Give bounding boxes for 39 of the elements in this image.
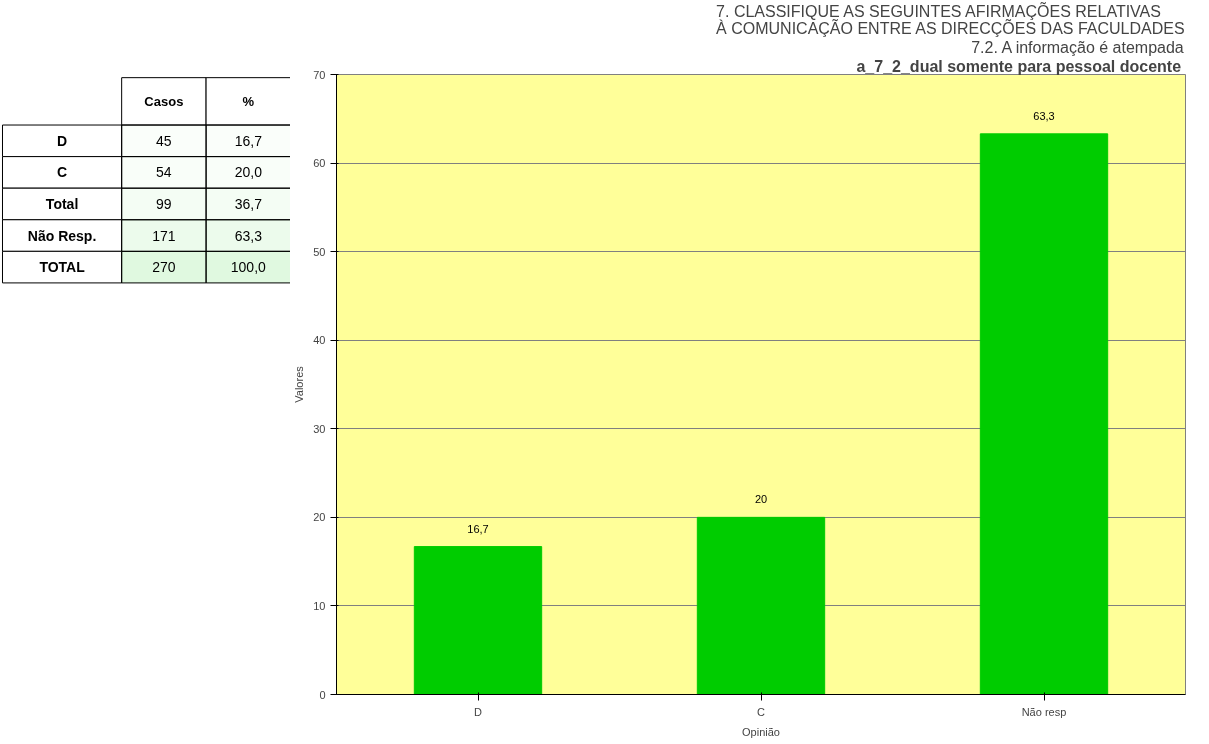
- y-tick-label: 10: [313, 599, 326, 612]
- chart-title: 7. CLASSIFIQUE AS SEGUINTES AFIRMAÇÕES RELATIVAS À COMUNICAÇÃO ENTRE AS DIRECÇÕES DAS FACULDADES: [716, 0, 1185, 37]
- data-label: 54: [156, 164, 172, 181]
- text: a_7_2_dual somente para pessoal docente: [856, 57, 1182, 75]
- data-label: 20: [754, 493, 768, 506]
- x-tick-label: D: [474, 705, 483, 718]
- y-tick-label: 0: [319, 688, 326, 701]
- x-tick-label: Não resp: [1021, 705, 1067, 718]
- x-tick-label: Casos: [144, 93, 184, 109]
- chart-subtitle: 7.2. A informação é atempada: [971, 38, 1184, 56]
- data-label: 16,7: [234, 132, 263, 149]
- y-tick-label: C: [57, 164, 68, 181]
- y-tick-label: 70: [313, 68, 326, 81]
- data-label: 63,3: [234, 227, 263, 244]
- data-label: 63,3: [1033, 109, 1055, 122]
- y-tick-label: Total: [45, 195, 79, 212]
- data-label: 16,7: [467, 522, 489, 535]
- data-label: 171: [152, 227, 176, 244]
- y-tick-label: 40: [313, 334, 326, 347]
- y-tick-label: 20: [313, 511, 326, 524]
- data-label: 36,7: [234, 195, 263, 212]
- x-tick-label: %: [242, 93, 255, 109]
- y-tick-label: 50: [313, 245, 326, 258]
- y-axis-title: Valores: [293, 365, 306, 403]
- data-label: 99: [156, 195, 172, 212]
- data-label: 20,0: [234, 164, 263, 181]
- data-label: 45: [156, 132, 172, 149]
- y-tick-label: 60: [313, 157, 326, 170]
- bar: [413, 546, 543, 695]
- bar: [979, 133, 1109, 695]
- data-label: 100,0: [230, 259, 267, 276]
- y-tick-label: 30: [313, 422, 326, 435]
- y-tick-label: Não Resp.: [27, 227, 97, 244]
- x-axis-title: Opinião: [742, 725, 780, 738]
- x-tick-label: C: [757, 705, 766, 718]
- y-tick-label: TOTAL: [39, 259, 86, 276]
- data-label: 270: [152, 259, 176, 276]
- y-tick-label: D: [57, 132, 68, 149]
- bar: [696, 516, 826, 695]
